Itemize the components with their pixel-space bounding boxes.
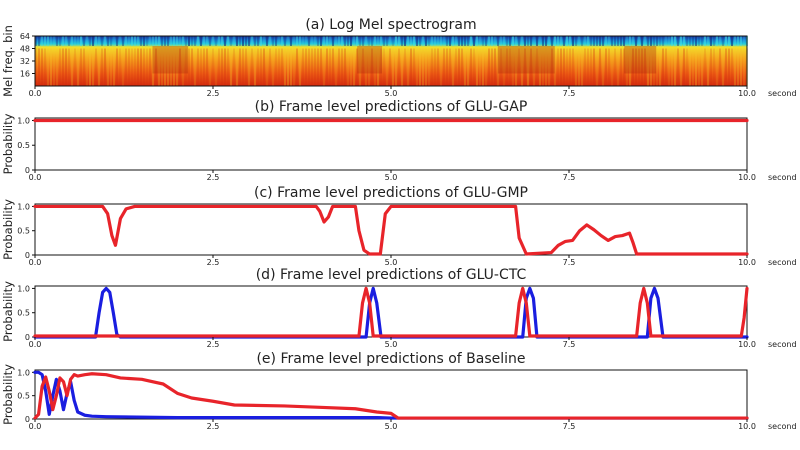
x-tick-label: 7.5 bbox=[563, 173, 576, 182]
x-tick-label: 7.5 bbox=[563, 340, 576, 349]
x-tick-label: 10.0 bbox=[738, 173, 756, 182]
y-tick-label: 16 bbox=[20, 70, 30, 79]
axes-frame bbox=[34, 203, 748, 256]
spectrogram-texture bbox=[35, 36, 748, 86]
y-tick-label: 0.5 bbox=[17, 227, 30, 236]
panel-4: (e) Frame level predictions of Baseline P… bbox=[1, 351, 797, 431]
x-tick-label: 7.5 bbox=[563, 89, 576, 98]
y-tick-label: 32 bbox=[20, 57, 30, 66]
series-line-1 bbox=[33, 286, 749, 338]
x-axis-label: second bbox=[768, 89, 797, 98]
x-tick-label: 5.0 bbox=[385, 340, 398, 349]
x-tick-label: 10.0 bbox=[738, 340, 756, 349]
y-tick-label: 0 bbox=[25, 166, 30, 175]
x-tick-label: 10.0 bbox=[738, 422, 756, 431]
y-axis-label: Probability bbox=[1, 199, 15, 260]
panel-title: (c) Frame level predictions of GLU-GMP bbox=[254, 185, 528, 201]
y-tick-label: 48 bbox=[20, 45, 30, 54]
y-tick-label: 0 bbox=[25, 333, 30, 342]
y-tick-label: 0 bbox=[25, 415, 30, 424]
series-line-1 bbox=[33, 372, 749, 420]
x-axis-label: second bbox=[768, 173, 797, 182]
y-axis-label: Probability bbox=[1, 281, 15, 342]
x-tick-label: 5.0 bbox=[385, 258, 398, 267]
spectrogram-image bbox=[35, 36, 747, 86]
y-tick-label: 1.0 bbox=[17, 202, 30, 211]
y-tick-label: 64 bbox=[20, 32, 30, 41]
x-tick-label: 5.0 bbox=[385, 422, 398, 431]
y-axis-label: Probability bbox=[1, 364, 15, 425]
y-tick-label: 0.5 bbox=[17, 392, 30, 401]
panel-title: (a) Log Mel spectrogram bbox=[305, 17, 476, 33]
x-tick-label: 2.5 bbox=[207, 258, 220, 267]
y-axis-label: Mel freq. bin bbox=[1, 25, 15, 97]
y-tick-label: 0.5 bbox=[17, 309, 30, 318]
panel-3: (d) Frame level predictions of GLU-CTC Pr… bbox=[1, 267, 797, 349]
panel-title: (b) Frame level predictions of GLU-GAP bbox=[255, 99, 528, 115]
panel-title: (d) Frame level predictions of GLU-CTC bbox=[256, 267, 527, 283]
x-tick-label: 7.5 bbox=[563, 258, 576, 267]
y-tick-label: 0.5 bbox=[17, 141, 30, 150]
axes-frame bbox=[34, 369, 748, 420]
y-tick-label: 1.0 bbox=[17, 284, 30, 293]
panel-2: (c) Frame level predictions of GLU-GMP Pr… bbox=[1, 185, 797, 267]
x-axis-label: second bbox=[768, 340, 797, 349]
panel-title: (e) Frame level predictions of Baseline bbox=[256, 351, 525, 367]
y-tick-label: 1.0 bbox=[17, 116, 30, 125]
x-tick-label: 0.0 bbox=[29, 422, 42, 431]
y-tick-label: 0 bbox=[25, 251, 30, 260]
x-tick-label: 0.0 bbox=[29, 173, 42, 182]
series-line-0 bbox=[33, 286, 749, 339]
x-tick-label: 0.0 bbox=[29, 258, 42, 267]
x-tick-label: 10.0 bbox=[738, 258, 756, 267]
panel-1: (b) Frame level predictions of GLU-GAP Pr… bbox=[1, 99, 797, 182]
panel-0: (a) Log Mel spectrogram Mel freq. bin 64 48… bbox=[1, 17, 797, 98]
y-axis-label: Probability bbox=[1, 113, 15, 174]
x-tick-label: 5.0 bbox=[385, 173, 398, 182]
x-tick-label: 2.5 bbox=[207, 422, 220, 431]
x-axis-label: second bbox=[768, 422, 797, 431]
series-line-0 bbox=[33, 370, 749, 420]
x-tick-label: 7.5 bbox=[563, 422, 576, 431]
x-tick-label: 5.0 bbox=[385, 89, 398, 98]
x-tick-label: 2.5 bbox=[207, 173, 220, 182]
axes-frame bbox=[34, 117, 748, 171]
x-tick-label: 2.5 bbox=[207, 340, 220, 349]
x-tick-label: 0.0 bbox=[29, 340, 42, 349]
x-tick-label: 2.5 bbox=[207, 89, 220, 98]
x-tick-label: 0.0 bbox=[29, 89, 42, 98]
series-line-0 bbox=[33, 204, 749, 256]
y-tick-label: 1.0 bbox=[17, 368, 30, 377]
x-tick-label: 10.0 bbox=[738, 89, 756, 98]
x-axis-label: second bbox=[768, 258, 797, 267]
